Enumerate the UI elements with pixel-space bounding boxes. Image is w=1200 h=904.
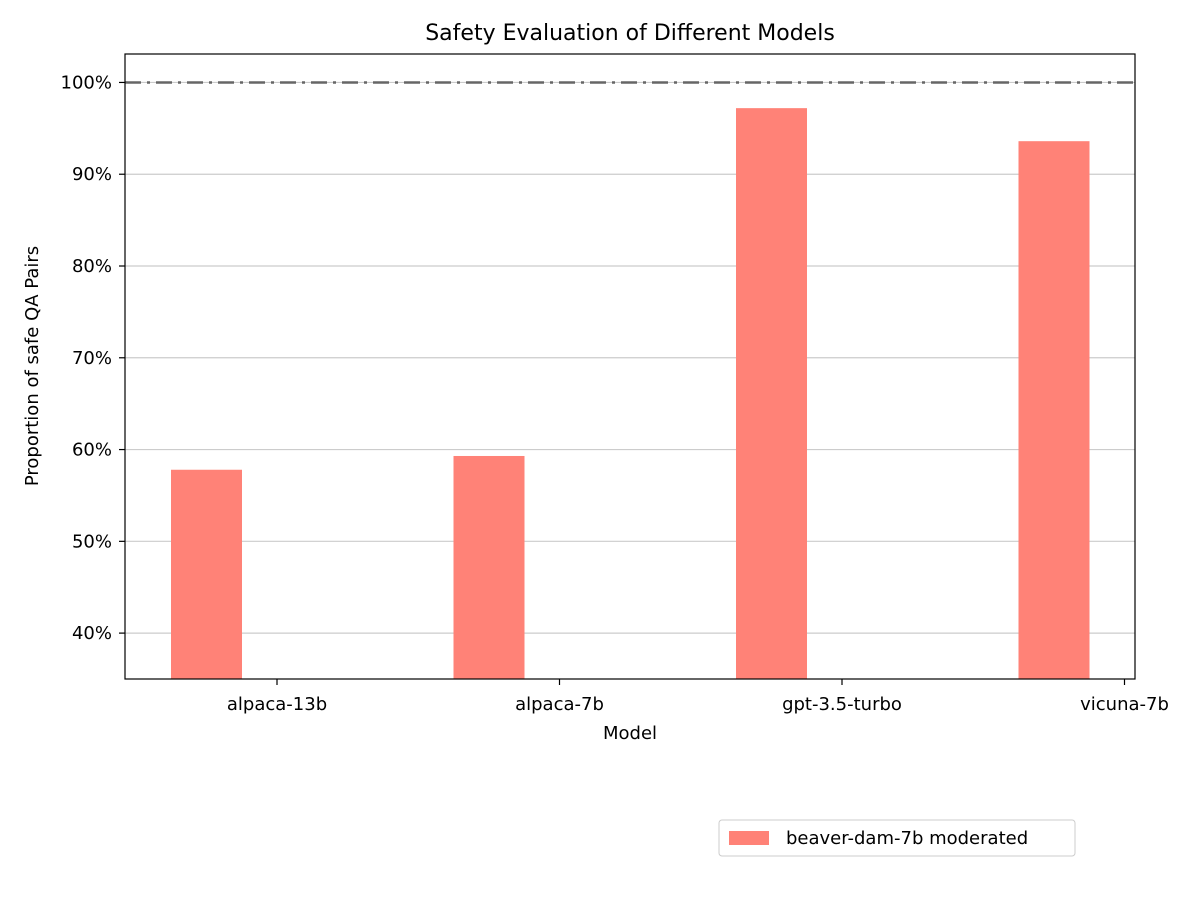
y-axis-ticks: 40% 50% 60% 70% 80% 90% 100% — [61, 72, 125, 644]
y-tick-label: 60% — [72, 440, 112, 461]
plot-frame — [124, 53, 1136, 680]
bar — [171, 469, 242, 679]
x-tick-label: alpaca-7b — [515, 694, 604, 715]
legend: beaver-dam-7b moderated — [718, 819, 1076, 857]
x-tick-label: gpt-3.5-turbo — [782, 694, 902, 715]
bars-layer — [171, 108, 1090, 679]
x-axis-label: Model — [603, 723, 657, 744]
bar — [453, 455, 525, 679]
bar — [1018, 141, 1090, 679]
chart-title: Safety Evaluation of Different Models — [425, 21, 835, 46]
y-tick-label: 40% — [72, 623, 112, 644]
y-tick-label: 80% — [72, 256, 112, 277]
x-tick-label: vicuna-7b — [1080, 694, 1169, 715]
x-tick-label: alpaca-13b — [227, 694, 327, 715]
x-axis-ticks: alpaca-13b alpaca-7b gpt-3.5-turbo vicuna-7… — [227, 679, 1169, 715]
legend-frame — [718, 819, 1076, 857]
y-axis-label: Proportion of safe QA Pairs — [22, 246, 43, 486]
bar — [736, 108, 807, 679]
legend-label: beaver-dam-7b moderated — [786, 828, 1028, 849]
grid-layer — [125, 81, 1135, 634]
y-tick-label: 70% — [72, 348, 112, 369]
legend-swatch — [729, 831, 769, 845]
y-tick-label: 90% — [72, 164, 112, 185]
y-tick-label: 100% — [61, 72, 112, 93]
y-tick-label: 50% — [72, 531, 112, 552]
